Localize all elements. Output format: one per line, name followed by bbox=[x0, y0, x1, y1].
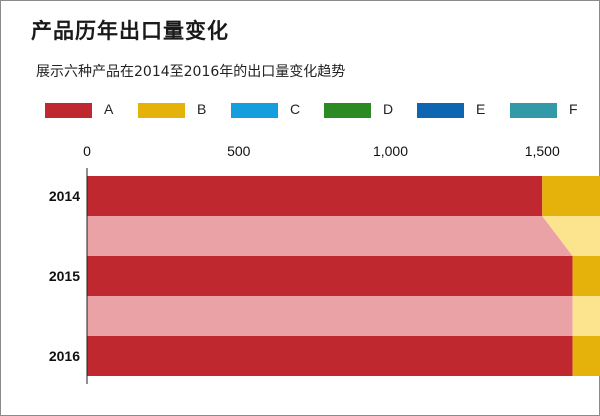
legend-label: C bbox=[290, 101, 301, 117]
legend-label: E bbox=[476, 101, 486, 117]
legend-label: A bbox=[104, 101, 114, 117]
connector-B bbox=[572, 296, 600, 336]
legend-label: B bbox=[197, 101, 207, 117]
x-tick-label: 1,000 bbox=[373, 143, 408, 159]
bar-2015-A bbox=[87, 256, 573, 296]
connector-A bbox=[87, 296, 573, 336]
legend-swatch bbox=[510, 103, 557, 118]
bar-2014-B bbox=[542, 176, 600, 216]
bar-2015-B bbox=[572, 256, 600, 296]
chart-title: 产品历年出口量变化 bbox=[31, 19, 229, 43]
category-label: 2016 bbox=[49, 348, 80, 364]
chart-subtitle: 展示六种产品在2014至2016年的出口量变化趋势 bbox=[36, 64, 346, 80]
category-label: 2015 bbox=[49, 268, 80, 284]
legend-label: D bbox=[383, 101, 394, 117]
connector-A bbox=[87, 216, 573, 256]
bar-2014-A bbox=[87, 176, 543, 216]
category-label: 2014 bbox=[49, 188, 80, 204]
connector-B bbox=[542, 216, 600, 256]
bar-2016-B bbox=[572, 336, 600, 376]
legend-swatch bbox=[45, 103, 92, 118]
x-tick-label: 500 bbox=[227, 143, 251, 159]
x-tick-label: 0 bbox=[83, 143, 91, 159]
legend-label: F bbox=[569, 101, 578, 117]
bar-2016-A bbox=[87, 336, 573, 376]
legend-swatch bbox=[324, 103, 371, 118]
legend-swatch bbox=[417, 103, 464, 118]
legend-swatch bbox=[231, 103, 278, 118]
legend-swatch bbox=[138, 103, 185, 118]
x-tick-label: 1,500 bbox=[525, 143, 560, 159]
